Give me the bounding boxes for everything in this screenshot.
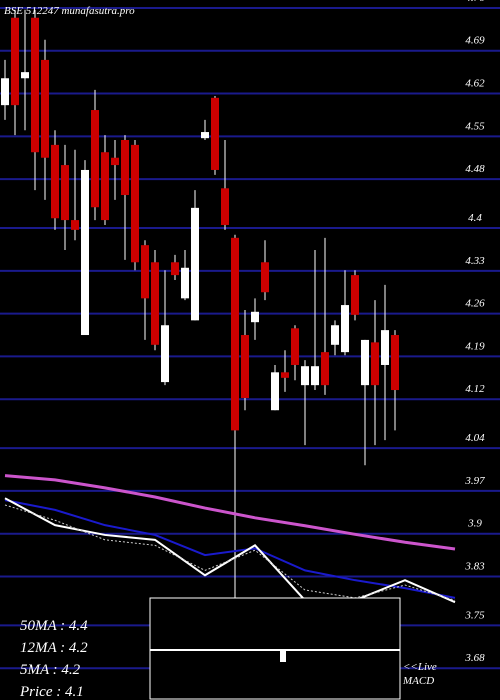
candle-body <box>101 152 109 221</box>
candle-body <box>211 97 219 170</box>
macd-label: MACD <box>402 675 434 687</box>
candle-body <box>221 188 229 225</box>
candle-body <box>141 245 149 299</box>
candle-body <box>371 342 379 386</box>
candle-body <box>31 17 39 153</box>
candle-body <box>1 78 9 106</box>
candle-body <box>91 110 99 208</box>
candle-body <box>191 207 199 321</box>
line-series <box>4 497 456 604</box>
y-tick-label: 3.9 <box>467 518 482 530</box>
legend-text: Price : 4.1 <box>19 684 84 700</box>
candle-body <box>391 335 399 391</box>
candle-body <box>321 352 329 386</box>
candle-body <box>341 305 349 353</box>
y-tick-label: 3.97 <box>464 475 485 487</box>
y-tick-label: 4.55 <box>465 120 485 132</box>
candle-body <box>111 157 119 166</box>
candle-body <box>21 72 29 79</box>
candle-body <box>41 59 49 158</box>
candle-body <box>171 262 179 276</box>
live-label: <<Live <box>403 661 437 673</box>
y-tick-label: 4.33 <box>465 255 485 267</box>
y-tick-label: 4.62 <box>465 78 485 90</box>
candle-body <box>351 275 359 315</box>
candle-body <box>11 17 19 106</box>
line-series <box>4 499 456 599</box>
candle-body <box>291 328 299 365</box>
y-tick-label: 4.4 <box>468 212 482 224</box>
legend-text: 5MA : 4.2 <box>20 662 81 678</box>
candle-body <box>131 144 139 263</box>
candle-body <box>151 262 159 345</box>
macd-panel <box>149 597 401 700</box>
y-tick-label: 4.19 <box>465 340 485 352</box>
chart-title: BSE 512247 munafasutra.pro <box>4 5 135 17</box>
candle-body <box>301 366 309 386</box>
y-tick-label: 4.48 <box>465 163 485 175</box>
y-tick-label: 3.75 <box>464 609 485 621</box>
y-tick-label: 4.69 <box>465 35 485 47</box>
candle-body <box>81 169 89 336</box>
candle-body <box>381 330 389 365</box>
candle-body <box>71 220 79 230</box>
legend-text: 12MA : 4.2 <box>20 640 88 656</box>
candle-body <box>261 262 269 293</box>
candle-body <box>201 132 209 139</box>
marks <box>1 9 456 604</box>
y-tick-label: 3.68 <box>464 652 485 664</box>
y-tick-label: 3.83 <box>464 561 485 573</box>
line-series <box>4 474 456 551</box>
candle-body <box>121 140 129 196</box>
candle-body <box>61 165 69 221</box>
grid: 4.76 4.69 4.62 4.55 4.48 4.4 4.33 4.26 4.19 4.12 4… <box>0 0 500 670</box>
candle-body <box>331 325 339 345</box>
legend-text: 50MA : 4.4 <box>20 618 88 634</box>
y-tick-label: 4.26 <box>465 298 485 310</box>
candle-body <box>161 325 169 383</box>
candle-body <box>361 339 369 386</box>
candle-body <box>241 335 249 398</box>
candle-body <box>281 372 289 378</box>
candle-body <box>251 311 259 323</box>
y-tick-label: 4.04 <box>465 432 485 444</box>
candle-body <box>231 237 239 431</box>
candle-body <box>311 366 319 386</box>
y-tick-label: 4.12 <box>465 383 485 395</box>
candle-body <box>271 372 279 411</box>
y-tick-label: 4.76 <box>465 0 485 4</box>
macd-bar <box>280 650 286 662</box>
candle-body <box>181 267 189 299</box>
candle-body <box>51 144 59 219</box>
